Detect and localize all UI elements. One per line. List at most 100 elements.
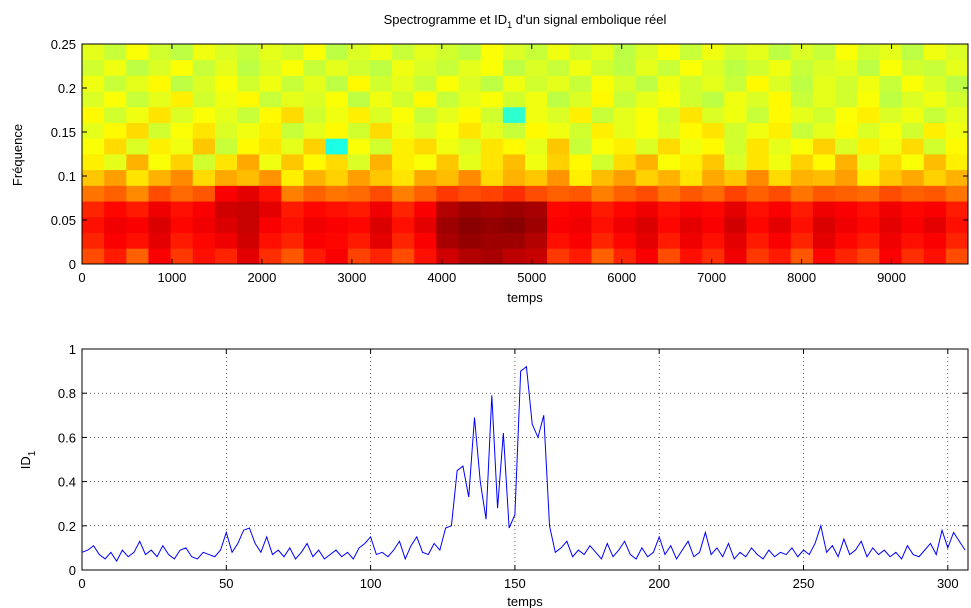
heatmap-cell [82,59,105,76]
heatmap-cell [613,169,637,186]
heatmap-cell [746,122,770,139]
heatmap-cell [525,122,548,139]
heatmap-cell [126,122,149,139]
x-tick-label: 150 [504,576,526,591]
heatmap-cell [502,75,526,92]
heatmap-cell [480,138,504,155]
heatmap-cell [126,91,149,108]
heatmap-cell [945,106,969,123]
heatmap-cell [724,138,747,155]
heatmap-cell [569,44,592,61]
heatmap-cell [104,185,127,202]
heatmap-cell [591,122,614,139]
heatmap-cell [170,154,194,171]
heatmap-cell [635,185,659,202]
heatmap-cell [237,75,260,92]
heatmap-cell [303,154,327,171]
y-axis-label: ID1 [18,450,38,469]
heatmap-cell [237,106,260,123]
heatmap-cell [325,232,349,249]
heatmap-cell [680,138,703,155]
heatmap-cell [148,154,171,171]
heatmap-cell [901,169,925,186]
heatmap-cell [148,216,171,233]
heatmap-cell [104,216,127,233]
heatmap-cell [901,44,925,61]
heatmap-cell [214,75,238,92]
heatmap-cell [746,201,770,218]
heatmap-cell [657,232,681,249]
heatmap-cell [325,185,349,202]
heatmap-cell [547,169,570,186]
heatmap-cell [569,169,592,186]
heatmap-cell [192,59,216,76]
x-tick-label: 5000 [517,270,546,285]
heatmap-cell [724,75,747,92]
heatmap-cell [635,201,659,218]
heatmap-cell [569,216,592,233]
heatmap-cell [857,138,880,155]
heatmap-cell [126,44,149,61]
heatmap-cell [148,122,171,139]
heatmap-cell [901,138,925,155]
heatmap-cell [458,201,482,218]
heatmap-cell [369,75,393,92]
heatmap-cell [768,44,792,61]
heatmap-cell [170,232,194,249]
heatmap-cell [148,232,171,249]
heatmap-cell [635,216,659,233]
heatmap-cell [126,232,149,249]
heatmap-cell [613,185,637,202]
heatmap-cell [214,169,238,186]
heatmap-cell [790,138,814,155]
heatmap-cell [591,138,614,155]
heatmap-cell [126,154,149,171]
title-subscript: 1 [507,20,512,30]
heatmap-cell [414,154,437,171]
heatmap-cell [259,91,282,108]
heatmap-cell [923,169,947,186]
heatmap-cell [613,59,637,76]
heatmap-cell [214,138,238,155]
heatmap-cell [746,154,770,171]
heatmap-cell [901,91,925,108]
heatmap-cell [502,138,526,155]
heatmap-cell [923,138,947,155]
heatmap-cell [812,91,836,108]
heatmap-cell [680,248,703,265]
heatmap-cell [613,216,637,233]
heatmap-cell [790,201,814,218]
heatmap-cell [857,201,880,218]
axes-box [81,348,969,571]
heatmap-cell [303,122,327,139]
heatmap-cell [392,59,415,76]
heatmap-cell [812,154,836,171]
heatmap-cell [458,232,482,249]
heatmap-cell [591,201,614,218]
heatmap-cell [591,185,614,202]
heatmap-cell [945,138,969,155]
heatmap-cell [657,75,681,92]
heatmap-cell [436,232,459,249]
heatmap-cell [547,106,570,123]
heatmap-cell [480,169,504,186]
heatmap-cell [768,154,792,171]
heatmap-cell [392,232,415,249]
heatmap-cell [879,169,902,186]
heatmap-cell [347,138,371,155]
heatmap-cell [259,122,282,139]
heatmap-cell [724,154,747,171]
heatmap-cell [192,91,216,108]
heatmap-cell [879,154,902,171]
heatmap-cell [657,216,681,233]
heatmap-cell [702,59,725,76]
heatmap-cell [525,44,548,61]
heatmap-cell [613,106,637,123]
heatmap-cell [613,122,637,139]
heatmap-cell [680,169,703,186]
heatmap-cell [148,169,171,186]
heatmap-cell [458,154,482,171]
heatmap-cell [635,106,659,123]
heatmap-cell [768,169,792,186]
heatmap-cell [192,122,216,139]
